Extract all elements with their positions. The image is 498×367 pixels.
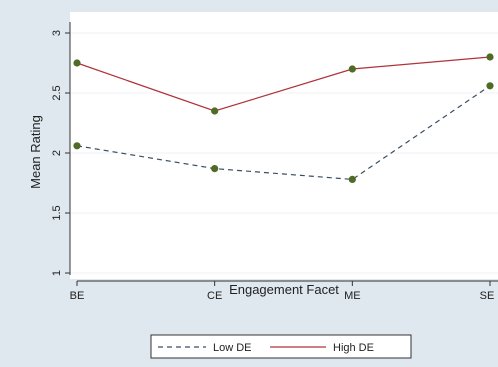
x-tick-label: SE bbox=[480, 290, 495, 302]
y-tick-label: 2.5 bbox=[51, 85, 63, 100]
data-point-high-de bbox=[348, 65, 356, 73]
plot-area bbox=[70, 12, 498, 279]
data-point-high-de bbox=[211, 107, 219, 115]
series-line-high-de bbox=[76, 56, 491, 112]
x-tick-label: ME bbox=[344, 290, 361, 302]
axis-ticks: 1 1.5 2 2.5 3 BE CE ME SE bbox=[51, 30, 494, 302]
legend: Low DE High DE bbox=[150, 334, 412, 359]
y-tick-label: 2 bbox=[51, 150, 63, 156]
axes bbox=[69, 22, 498, 282]
data-point-high-de bbox=[486, 53, 494, 61]
series-line-low-de bbox=[76, 85, 491, 181]
x-tick-label: CE bbox=[207, 290, 222, 302]
gridlines bbox=[71, 32, 498, 274]
legend-label-high-de: High DE bbox=[333, 342, 374, 354]
y-tick-label: 1 bbox=[51, 270, 63, 276]
data-point-low-de bbox=[211, 165, 219, 173]
x-tick-label: BE bbox=[70, 290, 85, 302]
data-point-low-de bbox=[348, 175, 356, 183]
y-axis-title: Mean Rating bbox=[28, 115, 43, 189]
y-tick-label: 3 bbox=[51, 30, 63, 36]
y-tick-label: 1.5 bbox=[51, 205, 63, 220]
data-point-high-de bbox=[73, 59, 81, 67]
data-point-low-de bbox=[486, 82, 494, 90]
legend-label-low-de: Low DE bbox=[213, 342, 252, 354]
data-point-low-de bbox=[73, 142, 81, 150]
series bbox=[73, 53, 494, 183]
x-axis-title: Engagement Facet bbox=[229, 282, 339, 297]
